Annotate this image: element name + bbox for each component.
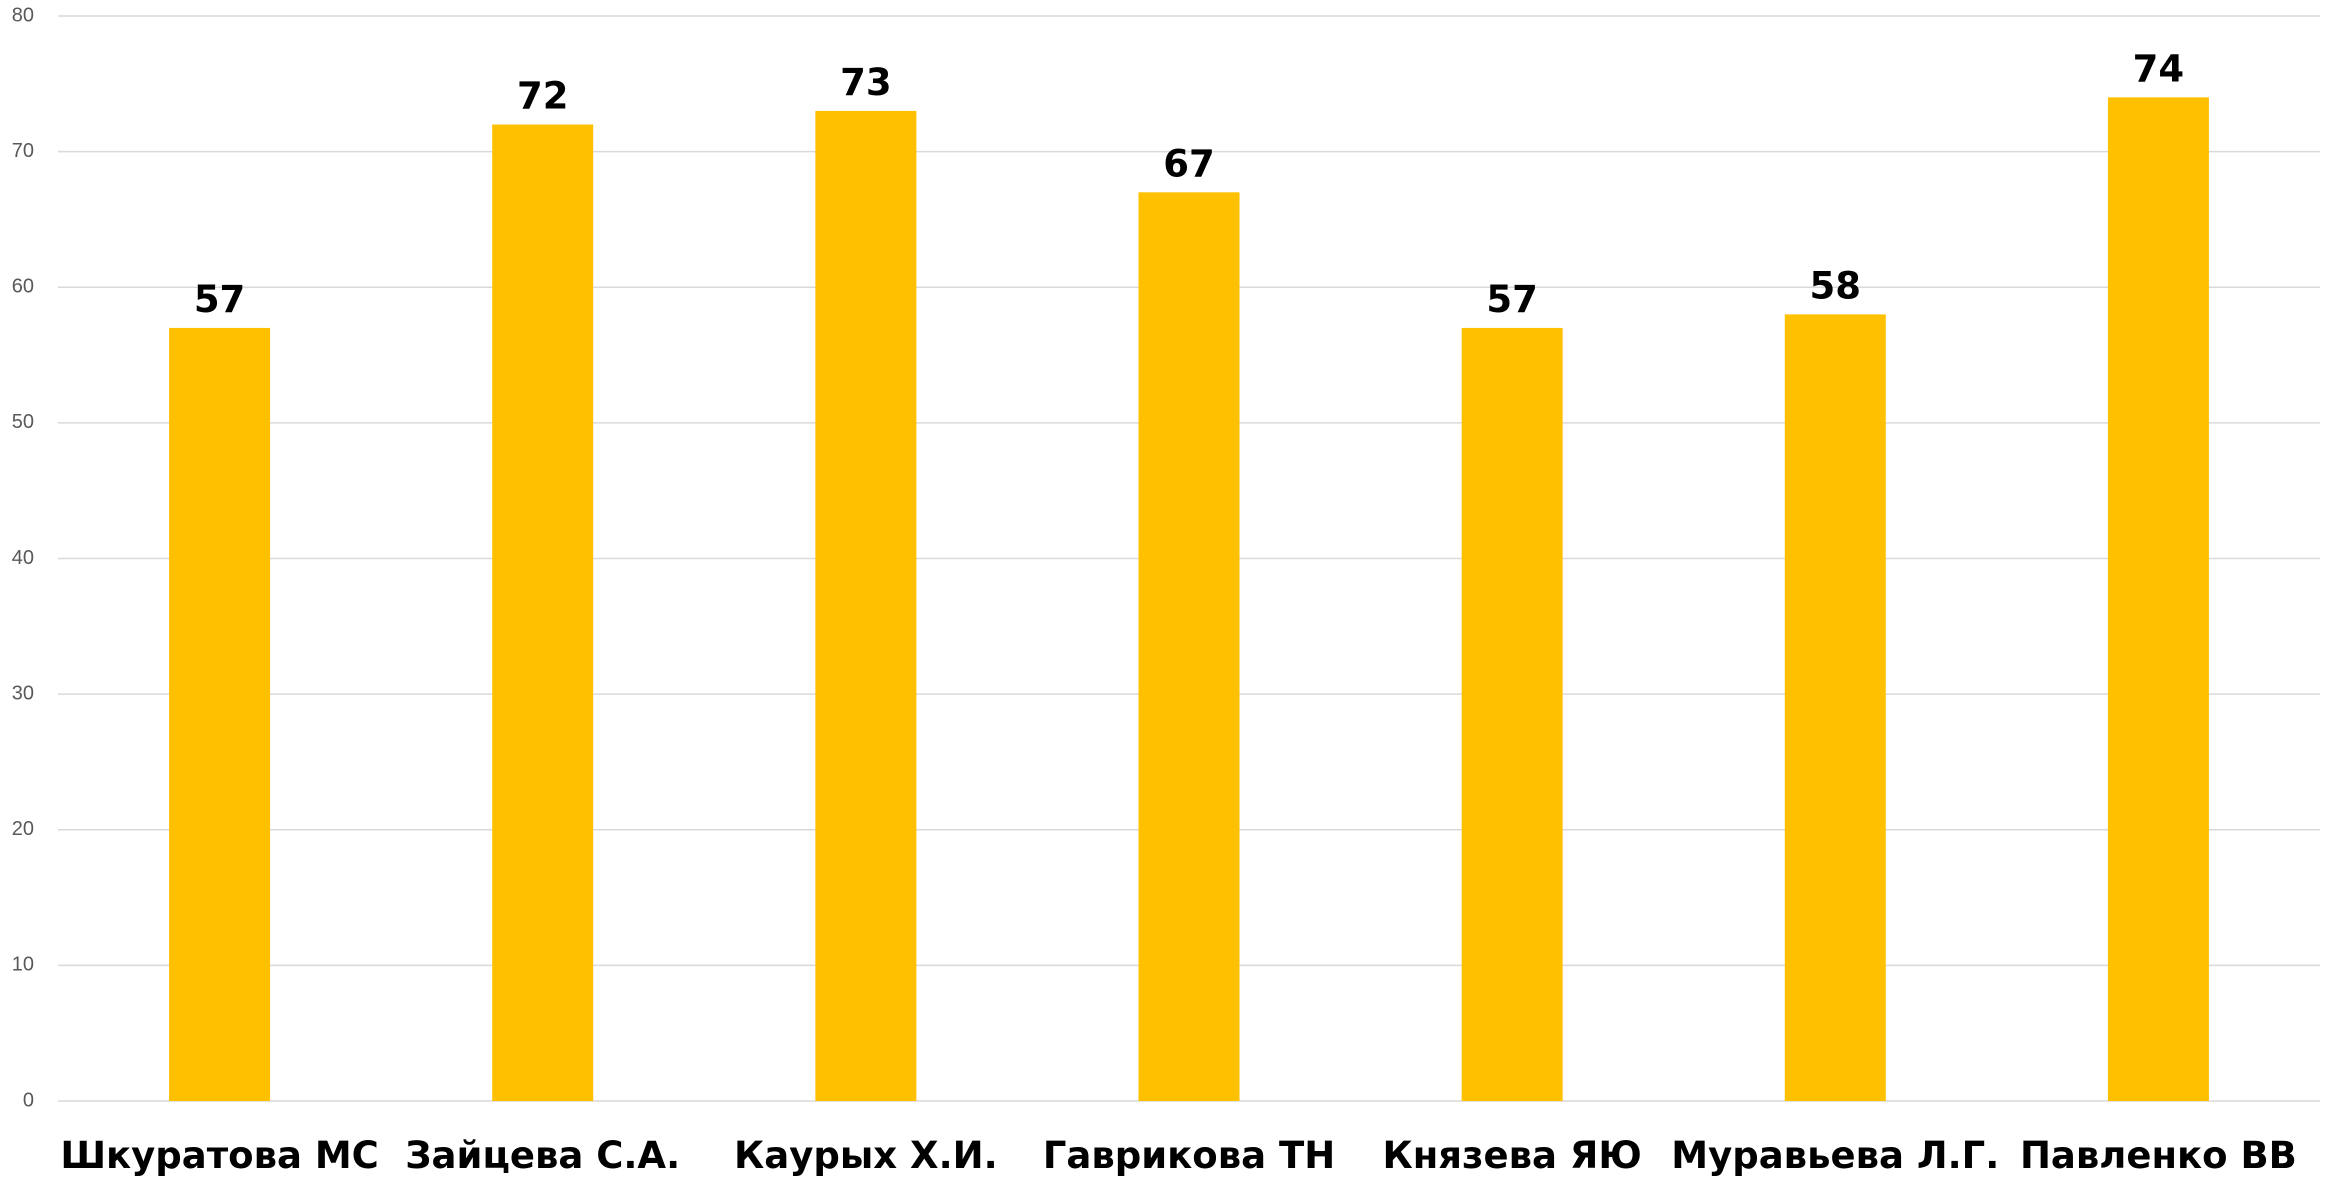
category-label: Муравьева Л.Г.	[1671, 1134, 1999, 1177]
bar	[2107, 97, 2209, 1101]
y-axis-tick-labels: 0 10 20 30 40 50 60 70 80	[12, 4, 34, 1111]
category-label: Шкуратова МС	[60, 1134, 379, 1177]
data-label: 73	[840, 61, 892, 104]
category-label: Павленко ВВ	[2020, 1134, 2297, 1177]
y-tick-label: 60	[12, 276, 34, 298]
bar	[169, 327, 271, 1101]
y-tick-label: 0	[23, 1089, 34, 1111]
data-label: 57	[1486, 278, 1538, 321]
bar	[492, 124, 594, 1101]
y-tick-label: 40	[12, 547, 34, 569]
category-label: Князева ЯЮ	[1382, 1134, 1641, 1177]
y-tick-label: 80	[12, 4, 34, 26]
y-tick-label: 20	[12, 818, 34, 840]
data-label: 67	[1163, 142, 1215, 185]
category-label: Гаврикова ТН	[1043, 1134, 1335, 1177]
x-axis-category-labels: Шкуратова МС Зайцева С.А. Каурых Х.И. Гаври…	[60, 1134, 2297, 1177]
y-tick-label: 10	[12, 954, 34, 976]
data-label: 57	[194, 278, 246, 321]
data-label: 72	[517, 75, 569, 118]
y-tick-label: 50	[12, 411, 34, 433]
data-labels: 57 72 73 67 57 58 74	[194, 47, 2184, 321]
bar	[1138, 192, 1240, 1101]
data-label: 58	[1810, 264, 1862, 307]
data-label: 74	[2133, 47, 2185, 90]
bars	[169, 97, 2209, 1101]
y-tick-label: 30	[12, 682, 34, 704]
bar	[1461, 327, 1563, 1101]
bar	[815, 110, 917, 1101]
y-tick-label: 70	[12, 140, 34, 162]
bar	[1784, 314, 1886, 1101]
category-label: Зайцева С.А.	[405, 1134, 680, 1177]
category-label: Каурых Х.И.	[734, 1134, 998, 1177]
